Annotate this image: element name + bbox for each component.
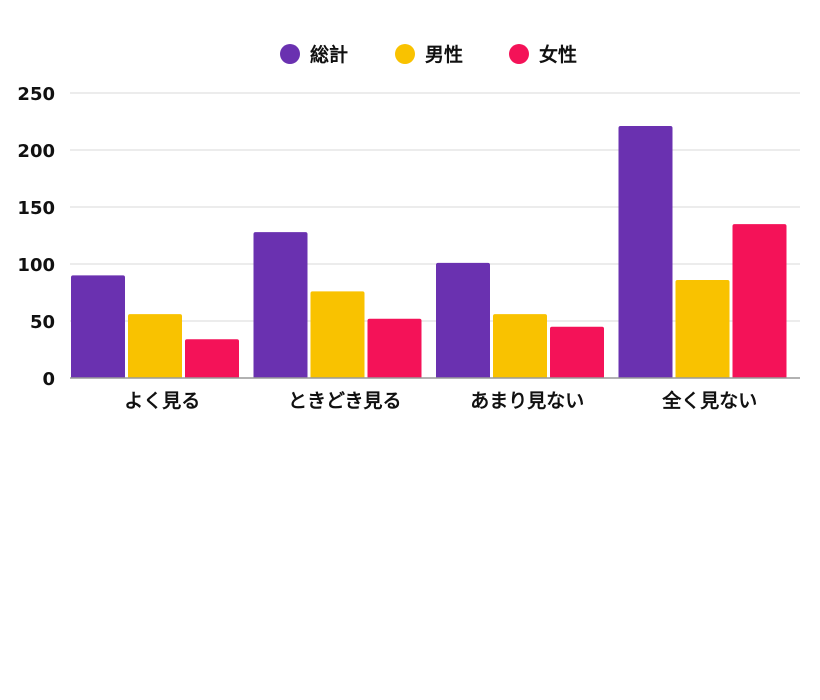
y-tick-label: 150 [17, 198, 55, 219]
bar [185, 339, 239, 378]
bar [253, 232, 308, 378]
y-tick-label: 100 [17, 255, 55, 276]
legend-swatch [280, 44, 300, 64]
bar [128, 314, 182, 378]
legend-item: 総計 [280, 43, 348, 66]
legend-item: 男性 [395, 43, 463, 66]
legend-swatch [509, 44, 529, 64]
x-tick-label: ときどき見る [288, 390, 401, 412]
bar [732, 224, 787, 378]
bar [550, 326, 604, 378]
bar [71, 275, 125, 378]
bar [493, 314, 547, 378]
x-tick-label: あまり見ない [470, 390, 584, 412]
bar [618, 126, 673, 378]
legend-label: 総計 [310, 43, 348, 66]
legend-label: 女性 [539, 43, 577, 66]
bar [436, 262, 490, 378]
legend-label: 男性 [425, 43, 463, 66]
y-axis: 0 50 100 150 200 250 [17, 84, 55, 390]
legend-item: 女性 [509, 43, 577, 66]
y-tick-label: 50 [30, 312, 55, 333]
legend-swatch [395, 44, 415, 64]
y-tick-label: 250 [17, 84, 55, 105]
legend: 総計 男性 女性 [280, 43, 577, 66]
x-tick-label: よく見る [124, 390, 200, 412]
bar [310, 291, 365, 378]
bars [71, 126, 787, 378]
bar [675, 279, 730, 378]
bar [367, 318, 422, 378]
x-axis: よく見る ときどき見る あまり見ない 全く見ない [70, 377, 800, 412]
x-tick-label: 全く見ない [661, 389, 757, 412]
y-tick-label: 200 [17, 141, 55, 162]
y-tick-label: 0 [42, 369, 55, 390]
